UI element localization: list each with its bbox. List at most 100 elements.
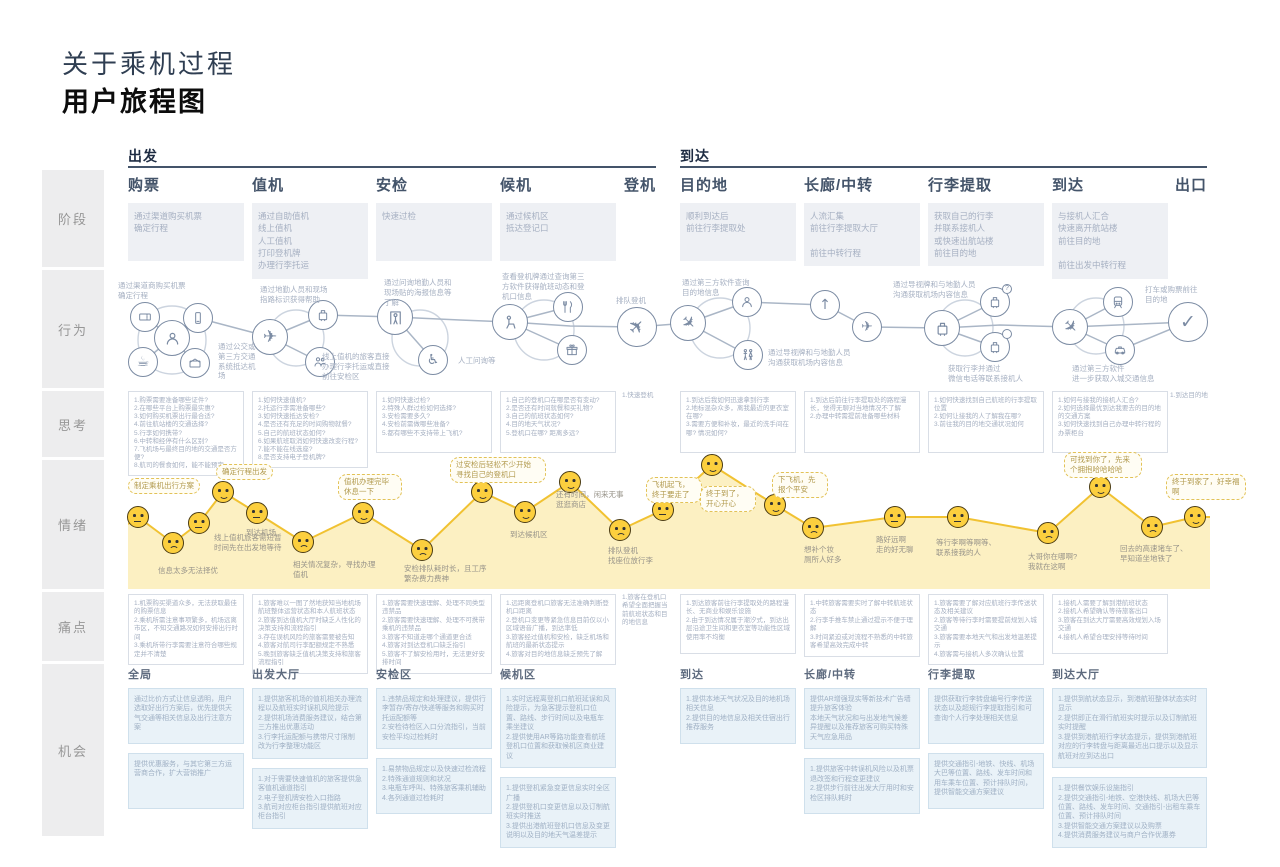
emotion-label: 飞机起飞， 终于要走了 [646,477,702,503]
emotion-label: 到达机场 [246,528,276,537]
row-label-thinking: 思考 [42,391,104,457]
opportunity-col-security: 安检区 1.违禁品规定和处理建议，提供行李暂存/寄存/快递等服务和购买时托运配额… [376,666,492,823]
pain-box-corridor: 1.中转旅客需要实时了解中转航班状态 2.行李手推车禁止通过提示不便于理解 3.… [804,594,920,657]
plane-icon: ✈ [252,319,288,355]
emotion-label: 值机办理完毕 休息一下 [338,474,402,500]
behavior-note: 通过渠道商购买机票 确定行程 [118,281,186,300]
opportunity-box: 1.提供本地天气状况及目的地机场相关信息 2.提供目的地信息及相关住宿出行推荐服… [680,688,796,744]
thought-box-checkin: 1.如何快速值机? 2.托运行李需准备哪些? 3.如何快速抵达安检? 4.是否还… [252,391,368,468]
stage-card: 通过渠道购买机票 确定行程 [128,203,244,261]
emotion-face [1089,476,1111,498]
opportunity-box: 1.提供登机紧急变更信息实时全区广播 2.提供登机口变更信息以及订制航班实时推送… [500,777,616,848]
opportunity-header: 安检区 [376,669,412,681]
opportunity-box: 提供优惠服务，与其它第三方运营商合作，扩大营销推广 [128,753,244,809]
luggage-clock-icon [980,329,1012,362]
emotion-face [1037,522,1059,544]
section-arrival: 到达 [680,148,710,164]
emotion-face [162,532,184,554]
row-label-behavior: 行为 [42,270,104,388]
luggage-question-icon: ? [980,284,1012,317]
seat-waiting-icon [492,304,528,340]
emotion-label: 确定行程出发 [216,464,273,480]
opportunity-box: 提供AR增强现实等新技术广告墙提升旅客体验 本地天气状况和与出发地气候差异提醒以… [804,688,920,750]
opportunity-box: 1.提供到航状态显示，到港航班整体状态实时显示 2.提供即正在滑行航班实时提示以… [1052,688,1207,769]
thought-box-baggage: 1.如何快速找到自己航班的行李提取位置 2.如何让接我的人了解我在哪? 3.前往… [928,391,1044,453]
emotion-label: 排队登机 找座位放行李 [608,546,653,565]
behavior-note: 通过导视牌和与地勤人员 沟通获取机场内容信息 [768,348,851,367]
stage-card: 通过自助值机 线上值机 人工值机 打印登机牌 办理行李托运 [252,203,368,279]
emotion-face [188,512,210,534]
stage-title-baggage: 行李提取 [928,177,993,194]
emotion-label: 过安检后轻松不少开始 寻找自己的登机口 [450,457,546,483]
emotion-label: 安检排队耗时长，且工序 繁杂费力费神 [404,564,487,583]
plane-landing-icon: ✈ [1052,309,1088,345]
opportunity-col-corridor: 长廊/中转 提供AR增强现实等新技术广告墙提升旅客体验 本地天气状况和与出发地气… [804,666,920,823]
opportunity-box: 提供获取行李转盘编号行李传送状态以及超规行李提取指引和可查询个人行李处理相关信息 [928,688,1044,744]
opportunity-header: 行李提取 [928,669,976,681]
divider [680,166,1207,168]
opportunity-header: 出发大厅 [252,669,300,681]
thought-boarding: 1.快速登机 [622,392,654,399]
emotion-face [471,481,493,503]
behavior-note: 排队登机 [616,296,646,305]
security-scanner-icon [377,299,413,335]
opportunity-header: 全局 [128,669,152,681]
emotion-label: 回去的高速堵车了、 早知道坐地铁了 [1120,544,1188,563]
thought-box-waiting: 1.自己的登机口在哪是否有变动? 2.是否还有时间就餐和买礼物? 3.自己的航班… [500,391,616,453]
opportunity-col-baggage: 行李提取 提供获取行李转盘编号行李传送状态以及超规行李提取指引和可查询个人行李处… [928,666,1044,818]
behavior-flow-lines [137,297,1189,375]
pain-box-baggage: 1.旅客需要了解对应航班行李传送状态及相关建议 2.旅客等待行李时需要提前规划入… [928,594,1044,666]
stage-title-arrive: 到达 [1052,177,1085,194]
emotion-label: 想补个妆 厕所人好多 [804,545,842,564]
behavior-note: 人工问询等 [458,356,496,365]
stage-card: 人流汇集 前往行李提取大厅 前往中转行程 [804,203,920,267]
emotion-face [1141,516,1163,538]
opportunity-box: 通过比价方式让信息透明，用户选取好出行方案后，优先提供天气交通等相关信息及出行注… [128,688,244,744]
passenger-icon [154,320,190,356]
traveler-icon [732,287,762,317]
stage-title-ticketing: 购票 [128,177,161,194]
food-icon [553,292,583,322]
restroom-icon [733,340,763,370]
row-label-pain: 痛点 [42,592,104,661]
opportunity-box: 提供交通指引-地铁、快线、机场大巴等位置、路线、发车时间和用车乘车位置、预计排队… [928,753,1044,809]
page-title: 关于乘机过程 [62,49,237,79]
behavior-note: 查看登机牌通过查询第三 方软件获得航班动态和登 机口信息 [502,272,585,301]
emotion-label: 终于到家了，好幸福 啊 [1166,474,1246,500]
emotion-label: 终于到了， 开心开心 [700,486,756,512]
emotion-label: 大哥你在哪啊? 我就在这啊 [1028,552,1078,571]
stage-card: 获取自己的行李 并联系接机人 或快速出航站楼 前往目的地 [928,203,1044,267]
taxi-icon [1105,335,1135,365]
section-departure: 出发 [128,148,158,164]
stage-card: 快速过检 [376,203,492,261]
opportunity-box: 1.易禁物品规定以及快速过检流程 2.特殊通道规则和状况 3.电瓶车呼叫、特殊旅… [376,758,492,815]
pain-box-waiting: 1.远距离登机口旅客无法准确判断登机口距离 2.登机口变更等紧急信息目前仅以小区… [500,594,616,666]
stage-title-destination: 目的地 [680,177,729,194]
behavior-note: 通过问询地勤人员和 现场贴的海报信息等 了解 [384,278,452,307]
opportunity-header: 候机区 [500,669,536,681]
pain-box-checkin: 1.旅客难以一图了然地获知当地机场航班整体运营状态和本人航班状态 2.旅客到达值… [252,594,368,674]
behavior-note: 通过导视牌和与地勤人员 沟通获取机场内容信息 [893,280,976,299]
opportunity-col-arrival: 到达 1.提供本地天气状况及目的地机场相关信息 2.提供目的地信息及相关住宿出行… [680,666,796,753]
opportunity-box: 1.实时远程离登机口航班延误和风险提示，为急客提示登机口位置、路线、步行时间以及… [500,688,616,769]
plane-transfer-icon: ✈ [852,312,882,342]
emotion-face [246,502,268,524]
opportunity-box: 1.提供旅客机场的值机相关办理流程以及航班实时误机风险提示 2.提供机场消费服务… [252,688,368,759]
emotion-face [559,471,581,493]
emotion-label: 信息太多无法择优 [158,566,218,575]
behavior-note: 线上值机的旅客直接 办理行李托运或直接 前往安检区 [322,352,390,381]
opportunity-col-global: 全局 通过比价方式让信息透明，用户选取好出行方案后，优先提供天气交通等相关信息及… [128,666,244,818]
emotion-face [701,454,723,476]
opportunity-header: 到达大厅 [1052,669,1100,681]
phone-icon [183,303,213,333]
opportunity-col-waiting: 候机区 1.实时远程离登机口航班延误和风险提示，为急客提示登机口位置、路线、步行… [500,666,616,857]
opportunity-col-departure-hall: 出发大厅 1.提供旅客机场的值机相关办理流程以及航班实时误机风险提示 2.提供机… [252,666,368,838]
emotion-label: 制定乘机出行方案 [128,478,200,494]
coffee-icon: ☕ [128,347,158,377]
emotion-face [212,481,234,503]
emotion-face [514,501,536,523]
thought-exit: 1.到达目的地 [1170,392,1208,399]
pain-box-security: 1.旅客需要快速理解、处理不同类型违禁品 2.旅客需要快速理解、处理不可携带乘机… [376,594,492,674]
opportunity-box: 1.提供旅客中转误机风险以及机票退改签和行程变更建议 2.提供步行前往出发大厅用… [804,758,920,815]
